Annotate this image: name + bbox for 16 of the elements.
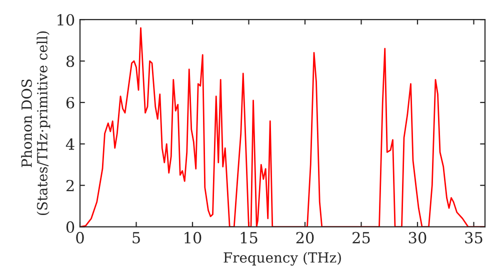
y-tick-label: 0 [66,221,74,233]
y-tick-label: 4 [66,138,74,150]
x-tick-label: 10 [184,232,202,244]
y-tick-label: 8 [66,56,74,68]
x-tick-label: 15 [240,232,258,244]
x-axis-title: Frequency (THz) [224,252,341,266]
y-tick-label: 2 [66,180,74,192]
x-tick-label: 35 [465,232,482,244]
x-tick-label: 0 [76,232,84,244]
x-tick-label: 5 [132,232,140,244]
y-tick-label: 6 [66,96,74,108]
x-tick-label: 30 [408,232,426,244]
x-tick-label: 20 [296,232,314,244]
y-tick-label: 10 [58,14,74,26]
x-tick-label: 25 [352,232,370,244]
y-axis-title: Phonon DOS (States/THz·primitive cell) [21,31,50,216]
